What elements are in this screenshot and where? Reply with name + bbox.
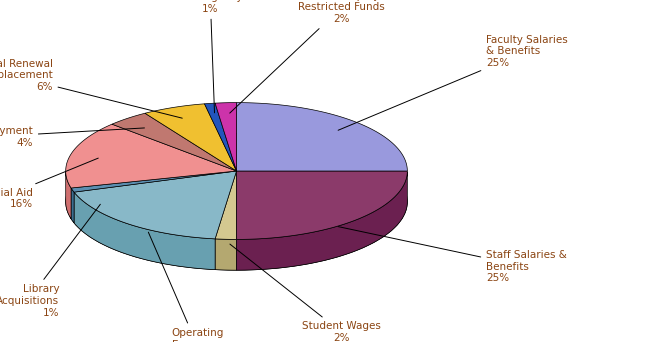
Text: Staff Salaries &
Benefits
25%: Staff Salaries & Benefits 25% (338, 227, 567, 284)
Polygon shape (237, 103, 407, 171)
Polygon shape (71, 188, 74, 223)
Text: Library
Acquisitions
1%: Library Acquisitions 1% (0, 204, 101, 318)
Polygon shape (215, 171, 237, 239)
Text: Retained Equity /
Restricted Funds
2%: Retained Equity / Restricted Funds 2% (230, 0, 386, 113)
Text: Operating
Expenses
18%: Operating Expenses 18% (148, 232, 223, 342)
Polygon shape (145, 104, 237, 171)
Polygon shape (237, 172, 407, 270)
Polygon shape (66, 172, 71, 219)
Polygon shape (74, 192, 215, 269)
Ellipse shape (66, 133, 407, 270)
Text: Faculty Salaries
& Benefits
25%: Faculty Salaries & Benefits 25% (338, 35, 568, 130)
Polygon shape (215, 239, 237, 270)
Text: Financial Aid
16%: Financial Aid 16% (0, 158, 99, 209)
Text: Operating
Contingency
1%: Operating Contingency 1% (177, 0, 243, 113)
Polygon shape (66, 124, 237, 188)
Polygon shape (71, 171, 237, 192)
Polygon shape (204, 103, 237, 171)
Polygon shape (237, 171, 407, 239)
Polygon shape (215, 103, 237, 171)
Text: Student Wages
2%: Student Wages 2% (230, 244, 381, 342)
Polygon shape (112, 113, 237, 171)
Polygon shape (74, 171, 237, 239)
Text: Capital Renewal
& Replacement
6%: Capital Renewal & Replacement 6% (0, 58, 182, 118)
Text: Debt Repayment
4%: Debt Repayment 4% (0, 126, 145, 148)
